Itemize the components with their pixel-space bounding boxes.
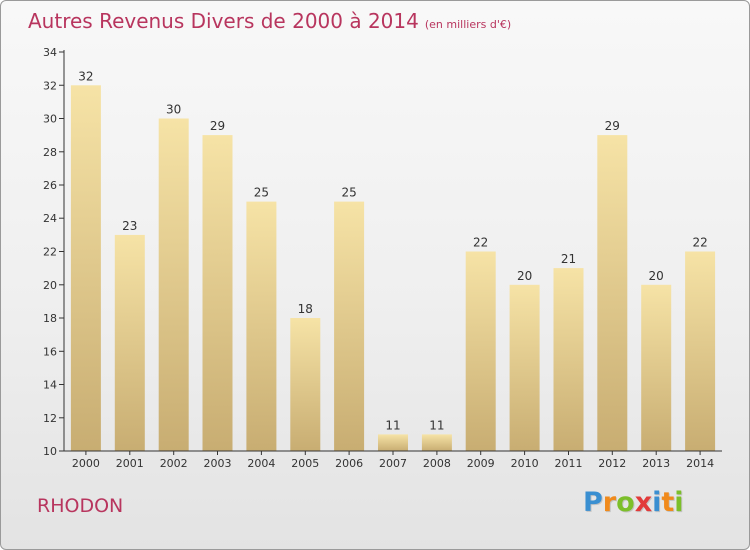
- bar-value-label-2002: 30: [166, 103, 181, 117]
- y-tick-label-32: 32: [43, 79, 57, 92]
- bar-2003: [202, 135, 233, 451]
- bar-2010: [509, 284, 540, 452]
- bar-value-label-2009: 22: [473, 236, 488, 250]
- bar-2012: [597, 135, 628, 451]
- y-tick-label-18: 18: [43, 312, 57, 325]
- bar-value-label-2010: 20: [517, 269, 532, 283]
- bar-value-label-2000: 32: [78, 69, 93, 83]
- bar-2001: [114, 234, 145, 451]
- y-tick-label-28: 28: [43, 146, 57, 159]
- x-tick-label-2010: 2010: [511, 457, 539, 470]
- bar-2009: [465, 251, 496, 451]
- logo-letter: r: [602, 487, 617, 518]
- chart-title-text: Autres Revenus Divers de 2000 à 2014: [28, 9, 419, 33]
- bar-2005: [290, 318, 321, 451]
- y-tick-label-12: 12: [43, 412, 57, 425]
- bar-2008: [421, 434, 452, 451]
- y-tick-label-22: 22: [43, 246, 57, 259]
- bar-value-label-2001: 23: [122, 219, 137, 233]
- bar-value-label-2003: 29: [210, 119, 225, 133]
- bar-2006: [334, 201, 365, 451]
- bar-value-label-2004: 25: [254, 186, 269, 200]
- bar-value-label-2006: 25: [341, 186, 356, 200]
- axes-group: 2000 2001 2002 2003 2004 2005 2006 2007 2008 2009…: [43, 46, 722, 470]
- logo-letter: i: [652, 487, 662, 518]
- x-tick-label-2014: 2014: [686, 457, 714, 470]
- x-tick-label-2000: 2000: [72, 457, 100, 470]
- bar-value-label-2012: 29: [605, 119, 620, 133]
- bar-value-label-2013: 20: [649, 269, 664, 283]
- bar-value-label-2011: 21: [561, 252, 576, 266]
- bars-group: 32 23 30 29 25 18 25 11 11 22 20 21 29 20 22: [70, 69, 716, 452]
- bar-value-label-2014: 22: [692, 236, 707, 250]
- x-tick-label-2013: 2013: [642, 457, 670, 470]
- y-tick-label-26: 26: [43, 179, 57, 192]
- y-tick-label-14: 14: [43, 379, 57, 392]
- x-tick-label-2011: 2011: [555, 457, 583, 470]
- bar-value-label-2007: 11: [385, 418, 400, 432]
- x-tick-label-2009: 2009: [467, 457, 495, 470]
- y-tick-label-20: 20: [43, 279, 57, 292]
- bar-2011: [553, 268, 584, 451]
- bar-2004: [246, 201, 277, 451]
- y-tick-label-30: 30: [43, 113, 57, 126]
- logo-letter: x: [634, 487, 653, 518]
- bar-2000: [70, 85, 101, 452]
- x-tick-label-2008: 2008: [423, 457, 451, 470]
- bar-value-label-2005: 18: [298, 302, 313, 316]
- y-tick-label-10: 10: [43, 445, 57, 458]
- x-tick-label-2004: 2004: [247, 457, 275, 470]
- logo-letter: o: [616, 487, 635, 518]
- bar-2007: [378, 434, 408, 451]
- bar-2002: [158, 118, 189, 451]
- x-tick-label-2001: 2001: [116, 457, 144, 470]
- x-tick-label-2005: 2005: [291, 457, 319, 470]
- proxiti-logo[interactable]: Proxiti: [583, 487, 684, 518]
- chart-subtitle: (en milliers d'€): [424, 18, 512, 31]
- x-tick-label-2006: 2006: [335, 457, 363, 470]
- x-tick-label-2012: 2012: [598, 457, 626, 470]
- town-name: RHODON: [37, 495, 124, 517]
- x-tick-label-2003: 2003: [204, 457, 232, 470]
- logo-letter: t: [661, 487, 675, 518]
- logo-letter: P: [583, 487, 603, 518]
- x-tick-label-2007: 2007: [379, 457, 407, 470]
- chart-title: Autres Revenus Divers de 2000 à 2014 (en …: [28, 9, 511, 33]
- bar-2014: [685, 251, 716, 451]
- y-tick-label-16: 16: [43, 345, 57, 358]
- y-tick-label-34: 34: [43, 46, 57, 59]
- bar-value-label-2008: 11: [429, 418, 444, 432]
- y-tick-label-24: 24: [43, 212, 57, 225]
- x-tick-label-2002: 2002: [160, 457, 188, 470]
- logo-letter: i: [674, 487, 684, 518]
- bar-2013: [641, 284, 672, 452]
